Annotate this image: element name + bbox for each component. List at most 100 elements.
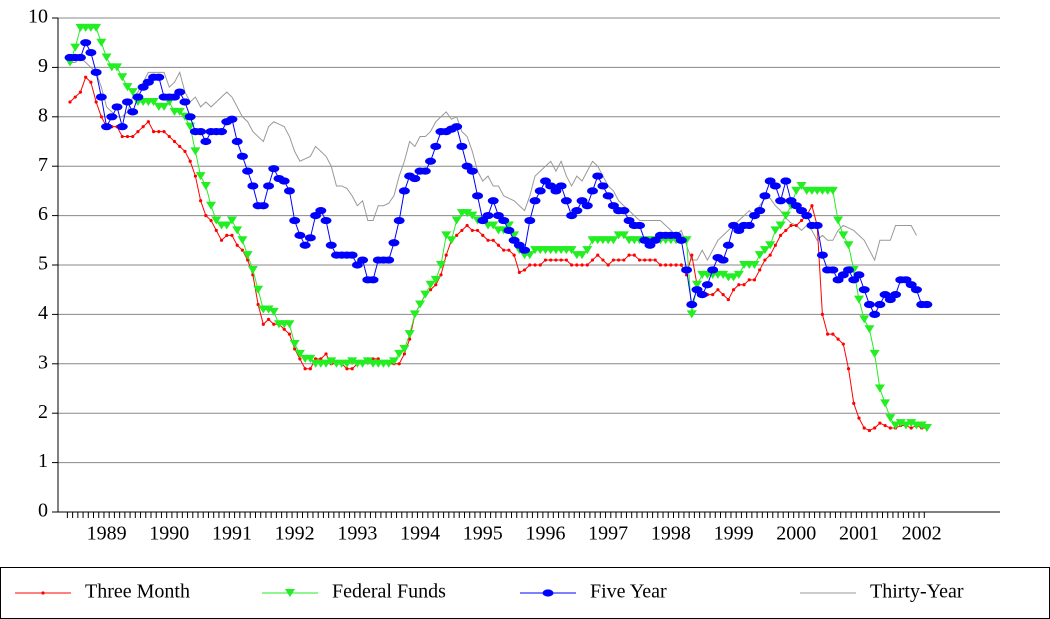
marker [833, 216, 844, 225]
y-tick-label: 10 [28, 6, 48, 28]
legend-marker [542, 589, 554, 597]
marker [425, 280, 436, 289]
marker [743, 221, 755, 230]
marker [393, 216, 405, 225]
marker [571, 207, 583, 215]
marker [869, 349, 880, 358]
marker [257, 202, 269, 210]
marker [634, 221, 646, 230]
marker [690, 253, 694, 257]
marker [282, 327, 286, 331]
y-tick-label: 7 [38, 154, 48, 176]
marker [268, 307, 279, 316]
y-tick-label: 2 [38, 401, 48, 423]
marker [195, 172, 206, 181]
series [70, 56, 917, 262]
marker [294, 349, 305, 358]
marker [446, 236, 457, 245]
marker [216, 128, 228, 136]
legend-label: Five Year [590, 581, 667, 603]
marker [204, 214, 208, 218]
marker [394, 349, 405, 358]
marker [428, 288, 433, 292]
marker [214, 228, 218, 233]
marker [184, 113, 196, 121]
marker [357, 359, 368, 368]
marker [157, 130, 161, 134]
marker [99, 115, 103, 119]
marker [141, 125, 145, 129]
marker [409, 310, 420, 319]
marker [780, 211, 791, 220]
marker [869, 310, 881, 318]
marker [841, 342, 845, 346]
marker [456, 142, 468, 151]
marker [538, 263, 542, 267]
marker [653, 258, 657, 262]
marker [199, 199, 203, 203]
marker [472, 192, 484, 200]
marker [606, 263, 610, 267]
marker [752, 278, 757, 282]
marker [549, 258, 553, 262]
marker [789, 223, 793, 228]
marker [399, 344, 410, 353]
marker [325, 241, 337, 249]
marker [749, 261, 760, 269]
marker [159, 102, 170, 111]
marker [838, 231, 849, 240]
marker [247, 182, 259, 190]
marker [722, 241, 734, 249]
marker [219, 238, 224, 242]
marker [402, 352, 406, 356]
marker [858, 286, 870, 294]
marker [451, 216, 462, 225]
marker [888, 426, 892, 430]
marker [346, 251, 358, 259]
marker [132, 93, 144, 101]
marker [707, 266, 719, 274]
marker [470, 228, 474, 233]
marker [425, 157, 437, 165]
marker [731, 288, 736, 292]
marker [692, 280, 702, 289]
marker [96, 38, 107, 47]
marker [827, 266, 839, 274]
marker [597, 182, 609, 190]
marker [862, 426, 866, 430]
marker [101, 53, 112, 62]
marker [466, 167, 478, 175]
marker [475, 228, 480, 233]
marker [179, 98, 191, 106]
marker [522, 268, 527, 272]
marker [206, 201, 217, 210]
x-tick-label: 1997 [588, 523, 628, 545]
marker [843, 241, 854, 250]
marker [529, 197, 541, 205]
marker [68, 100, 72, 104]
marker [768, 253, 772, 257]
marker [272, 322, 276, 326]
legend-label: Thirty-Year [870, 581, 964, 603]
marker [679, 263, 683, 267]
marker [120, 134, 124, 139]
marker [763, 258, 767, 262]
marker [80, 39, 92, 47]
marker [444, 253, 448, 257]
marker [843, 266, 855, 274]
marker [308, 367, 312, 371]
marker [895, 419, 906, 428]
marker [122, 83, 133, 92]
marker [796, 181, 807, 190]
marker [890, 291, 902, 299]
marker [455, 233, 459, 237]
marker [383, 359, 394, 368]
marker [759, 246, 770, 255]
marker [441, 231, 452, 240]
legend-marker [41, 591, 45, 595]
marker [664, 263, 668, 267]
y-tick-label: 3 [38, 351, 48, 373]
marker [696, 291, 708, 299]
marker [193, 174, 197, 178]
marker [439, 273, 443, 277]
